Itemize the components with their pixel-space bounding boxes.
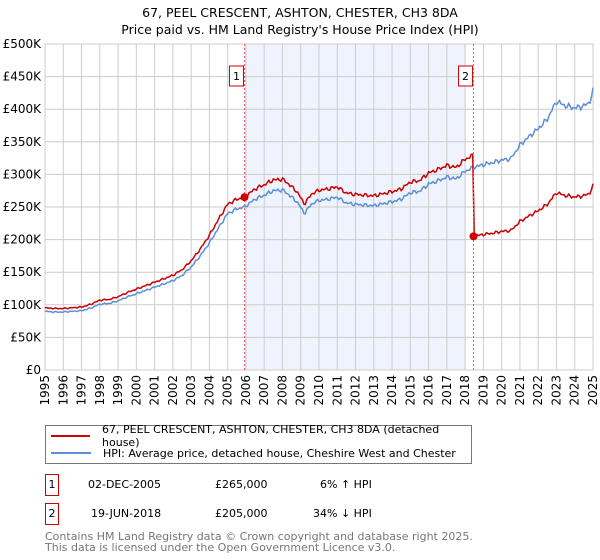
x-tick-label: 2000 <box>129 375 143 406</box>
y-tick-label: £200K <box>3 233 43 247</box>
sale-row-2: 2 19-JUN-2018 £205,000 34% ↓ HPI <box>45 503 445 525</box>
y-tick-label: £450K <box>3 70 43 84</box>
sale-badge: 2 <box>45 503 59 525</box>
y-tick-label: £250K <box>3 200 43 214</box>
y-tick-label: £500K <box>3 37 43 51</box>
x-tick-label: 2021 <box>513 375 527 406</box>
x-tick-label: 2018 <box>458 375 472 406</box>
sale-point <box>469 232 478 241</box>
sale-hpi: 34% ↓ HPI <box>313 507 372 520</box>
legend: 67, PEEL CRESCENT, ASHTON, CHESTER, CH3 … <box>45 423 472 464</box>
x-tick-label: 2010 <box>312 375 326 406</box>
footer-line-2: This data is licensed under the Open Gov… <box>45 541 396 554</box>
sale-price: £265,000 <box>215 478 268 491</box>
y-tick-label: £100K <box>3 298 43 312</box>
hpi-line <box>44 87 594 314</box>
sale-row-1: 1 02-DEC-2005 £265,000 6% ↑ HPI <box>45 474 445 496</box>
x-tick-label: 2023 <box>549 375 563 406</box>
legend-swatch-red <box>51 435 91 437</box>
x-tick-label: 2003 <box>184 375 198 406</box>
legend-swatch-blue <box>51 452 91 454</box>
x-tick-label: 2008 <box>275 375 289 406</box>
sale-label-box <box>458 65 474 87</box>
x-tick-label: 2001 <box>148 375 162 406</box>
sale-hpi: 6% ↑ HPI <box>320 478 372 491</box>
x-tick-label: 2019 <box>476 375 490 406</box>
sale-label: 1 <box>233 70 240 83</box>
x-tick-label: 2002 <box>166 375 180 406</box>
x-tick-label: 2020 <box>495 375 509 406</box>
x-tick-label: 2013 <box>367 375 381 406</box>
sale-point <box>240 193 249 202</box>
y-tick-label: £0 <box>26 363 41 377</box>
x-tick-label: 1998 <box>93 375 107 406</box>
footer-line-1: Contains HM Land Registry data © Crown c… <box>45 530 473 543</box>
x-tick-label: 2009 <box>294 375 308 406</box>
plot-area: £0 £50K £100K £150K £200K £250K £300K £350K £400… <box>3 37 600 406</box>
y-tick-label: £300K <box>3 167 43 181</box>
x-tick-label: 2022 <box>531 375 545 406</box>
x-tick-label: 2017 <box>440 375 454 406</box>
legend-label: 67, PEEL CRESCENT, ASHTON, CHESTER, CH3 … <box>102 423 440 449</box>
plot-frame <box>44 43 594 371</box>
x-tick-label: 2011 <box>330 375 344 406</box>
x-tick-label: 1999 <box>111 375 125 406</box>
x-tick-label: 2014 <box>385 375 399 406</box>
sale-label-box <box>228 65 244 87</box>
x-tick-label: 2016 <box>422 375 436 406</box>
sale-date: 02-DEC-2005 <box>88 478 162 491</box>
x-tick-label: 2025 <box>586 375 600 406</box>
sale-price: £205,000 <box>215 507 268 520</box>
sale-date: 19-JUN-2018 <box>91 507 162 520</box>
legend-item-hpi: HPI: Average price, detached house, Ches… <box>51 444 456 462</box>
x-tick-label: 1997 <box>75 375 89 406</box>
x-tick-label: 2012 <box>349 375 363 406</box>
y-tick-label: £150K <box>3 265 43 279</box>
chart-subtitle: Price paid vs. HM Land Registry's House … <box>121 22 479 37</box>
sale-badge: 1 <box>45 474 59 496</box>
x-tick-label: 2007 <box>257 375 271 406</box>
x-tick-label: 2024 <box>568 375 582 406</box>
chart-title: 67, PEEL CRESCENT, ASHTON, CHESTER, CH3 … <box>142 5 458 20</box>
x-tick-label: 2004 <box>202 375 216 406</box>
x-tick-label: 2005 <box>221 375 235 406</box>
x-tick-label: 1996 <box>56 375 70 406</box>
sale-label: 2 <box>462 70 469 83</box>
footer: Contains HM Land Registry data © Crown c… <box>45 531 473 553</box>
y-tick-label: £350K <box>3 135 43 149</box>
y-tick-label: £400K <box>3 102 43 116</box>
y-tick-label: £50K <box>10 330 42 344</box>
x-tick-label: 2006 <box>239 375 253 406</box>
x-tick-label: 1995 <box>38 375 52 406</box>
x-tick-label: 2015 <box>403 375 417 406</box>
legend-label: HPI: Average price, detached house, Ches… <box>103 446 456 460</box>
price-paid-line <box>44 153 594 310</box>
legend-item-price-paid: 67, PEEL CRESCENT, ASHTON, CHESTER, CH3 … <box>51 423 471 449</box>
